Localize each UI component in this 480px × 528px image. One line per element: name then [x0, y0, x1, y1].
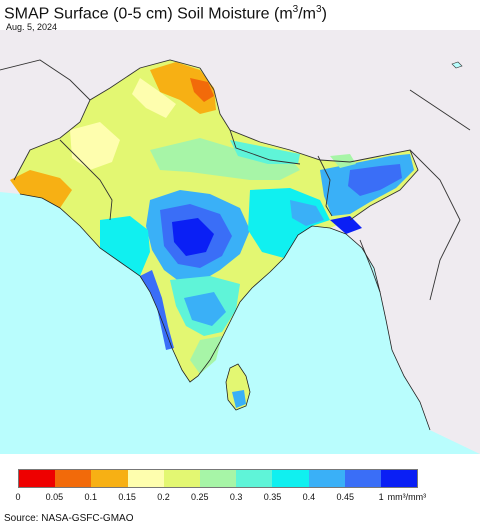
source-credit: Source: NASA-GSFC-GMAO — [4, 513, 134, 524]
map-date: Aug. 5, 2024 — [6, 22, 58, 32]
legend-swatch — [308, 470, 345, 487]
legend-tick-label: 0.1 — [84, 492, 97, 502]
legend-swatch — [91, 470, 128, 487]
color-legend — [18, 469, 418, 488]
soil-moisture-map — [0, 30, 480, 454]
legend-swatch — [19, 470, 56, 487]
legend-tick-label: 0.45 — [336, 492, 355, 502]
legend-swatch — [272, 470, 309, 487]
legend-unit: mm³/mm³ — [387, 492, 427, 502]
legend-tick-label: 0.15 — [118, 492, 136, 502]
legend-swatch — [236, 470, 273, 487]
map-title: SMAP Surface (0-5 cm) Soil Moisture (m3/… — [4, 4, 327, 23]
legend-tick-label: 0 — [15, 492, 21, 502]
legend-swatch — [199, 470, 237, 487]
legend-ticks: 0 0.05 0.1 0.15 0.2 0.25 0.3 0.35 0.4 0.45 1 mm³/mm… — [0, 492, 480, 506]
legend-tick-label: 0.25 — [191, 492, 209, 502]
legend-tick-label: 0.35 — [263, 492, 282, 502]
coastline — [19, 193, 431, 431]
legend-swatch — [380, 470, 418, 487]
legend-swatch — [344, 470, 381, 487]
legend-tick-label: 0.2 — [157, 492, 170, 502]
legend-tick-label: 0.4 — [302, 492, 316, 502]
legend-swatch — [127, 470, 164, 487]
myanmar-coast — [380, 292, 480, 454]
legend-swatch — [163, 470, 200, 487]
legend-tick-label: 1 — [378, 492, 384, 502]
legend-tick-label: 0.3 — [229, 492, 243, 502]
legend-swatch — [55, 470, 92, 487]
legend-tick-label: 0.05 — [45, 492, 64, 502]
lake — [451, 61, 463, 69]
moisture-field — [10, 60, 418, 382]
borders — [0, 59, 471, 301]
